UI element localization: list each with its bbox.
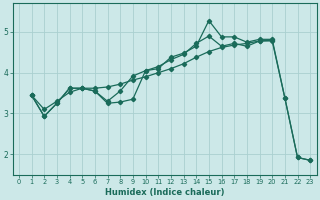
X-axis label: Humidex (Indice chaleur): Humidex (Indice chaleur) bbox=[105, 188, 224, 197]
